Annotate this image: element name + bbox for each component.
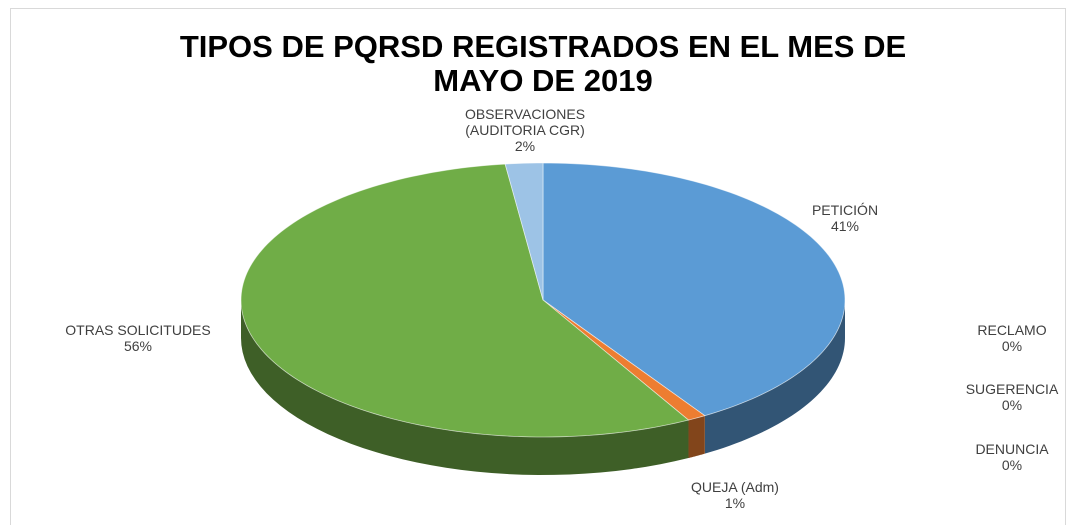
slice [504,162,544,301]
value-label: 0% [1001,397,1023,413]
category-label: DENUNCIA [975,441,1049,457]
data-label: SUGERENCIA 0% [952,381,1068,413]
value-label: 0% [1001,457,1023,473]
category-label: PETICIÓN [811,202,879,218]
chart-title: TIPOS DE PQRSD REGISTRADOS EN EL MES DE … [179,29,907,98]
slice [240,163,690,438]
value-label: 0% [1001,338,1023,354]
data-label: RECLAMO 0% [952,322,1068,354]
category-label: SUGERENCIA [965,381,1059,397]
data-label: QUEJA (Adm) 1% [675,479,795,511]
slice-side [688,415,705,459]
category-label: QUEJA (Adm) [691,479,779,495]
category-label: OBSERVACIONES (AUDITORIA CGR) [464,106,586,138]
slice [542,162,846,417]
value-label: 1% [724,495,746,511]
data-label: OTRAS SOLICITUDES 56% [38,322,238,354]
value-label: 41% [830,218,860,234]
data-label: OBSERVACIONES (AUDITORIA CGR) 2% [455,106,595,154]
data-label: DENUNCIA 0% [952,441,1068,473]
category-label: OTRAS SOLICITUDES [65,322,211,338]
slice-side [241,300,689,475]
data-label: PETICIÓN 41% [785,202,905,234]
category-label: RECLAMO [977,322,1047,338]
value-label: 2% [514,138,536,154]
value-label: 56% [123,338,153,354]
chart-frame [10,8,1066,525]
slice-side [704,300,845,454]
